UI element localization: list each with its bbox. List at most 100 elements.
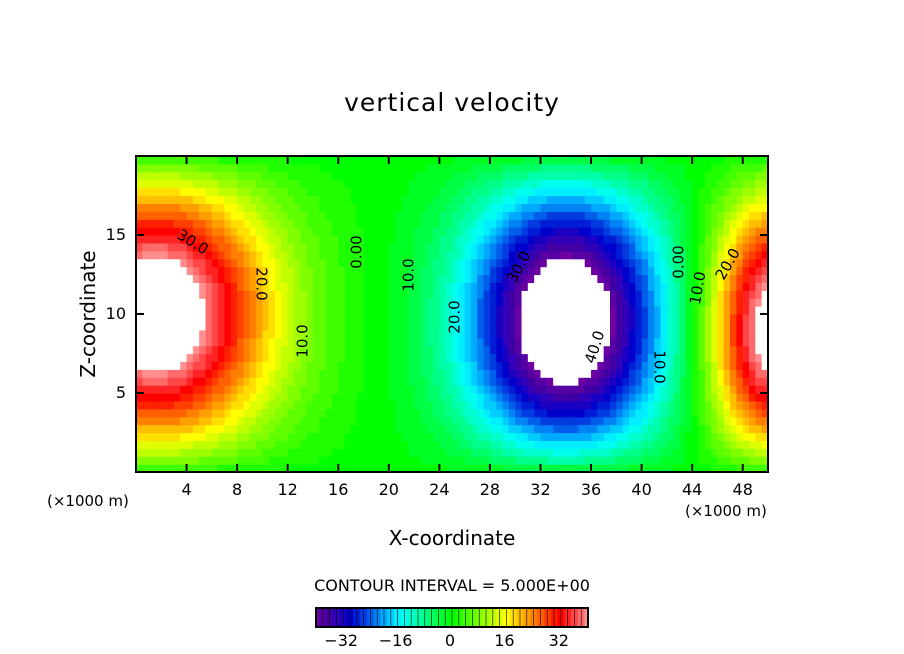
heatmap-cell — [357, 187, 365, 197]
heatmap-cell — [584, 408, 592, 418]
heatmap-cell — [565, 456, 573, 465]
heatmap-cell — [496, 464, 504, 473]
heatmap-cell — [527, 424, 535, 434]
heatmap-cell — [414, 329, 421, 339]
heatmap-cell — [647, 440, 655, 449]
heatmap-cell — [199, 448, 207, 457]
heatmap-cell — [262, 385, 270, 394]
heatmap-cell — [597, 219, 605, 228]
heatmap-cell — [622, 227, 630, 236]
heatmap-cell — [723, 211, 731, 220]
heatmap-cell — [376, 385, 384, 394]
heatmap-cell — [685, 424, 693, 434]
heatmap-cell — [344, 314, 352, 323]
heatmap-cell — [742, 448, 750, 457]
heatmap-cell — [704, 369, 712, 378]
heatmap-cell — [673, 235, 681, 244]
heatmap-cell — [527, 171, 535, 181]
heatmap-cell — [243, 235, 251, 244]
heatmap-cell — [477, 353, 485, 362]
heatmap-cell — [445, 456, 453, 465]
heatmap-cell — [388, 179, 396, 189]
heatmap-cell — [717, 156, 725, 165]
heatmap-cell — [597, 274, 605, 283]
heatmap-cell — [256, 393, 263, 402]
heatmap-cell — [262, 290, 270, 299]
heatmap-cell — [508, 258, 516, 268]
heatmap-cell — [445, 408, 453, 418]
heatmap-cell — [230, 306, 238, 315]
heatmap-cell — [666, 242, 674, 252]
heatmap-cell — [572, 400, 579, 410]
heatmap-cell — [508, 282, 516, 291]
heatmap-cell — [331, 219, 339, 228]
heatmap-cell — [426, 393, 434, 402]
heatmap-cell — [268, 393, 276, 402]
heatmap-cell — [376, 440, 384, 449]
x-axis-label: X-coordinate — [388, 526, 516, 550]
heatmap-cell — [660, 400, 668, 410]
heatmap-cell — [527, 456, 535, 465]
heatmap-cell — [584, 250, 592, 260]
heatmap-cell — [331, 235, 339, 244]
heatmap-cell — [464, 448, 472, 457]
heatmap-cell — [470, 266, 478, 276]
heatmap-cell — [388, 156, 396, 165]
heatmap-cell — [218, 306, 226, 315]
heatmap-cell — [306, 211, 314, 220]
heatmap-cell — [477, 416, 485, 426]
colorbar-tick-label: −32 — [324, 631, 359, 650]
heatmap-cell — [654, 385, 662, 394]
heatmap-cell — [192, 424, 200, 434]
heatmap-cell — [591, 314, 598, 323]
heatmap-cell — [401, 456, 409, 465]
heatmap-cell — [173, 290, 181, 299]
heatmap-cell — [294, 171, 301, 181]
heatmap-cell — [218, 258, 226, 268]
heatmap-cell — [521, 219, 529, 228]
heatmap-cell — [584, 321, 592, 331]
heatmap-cell — [249, 235, 257, 244]
heatmap-cell — [224, 171, 232, 181]
heatmap-cell — [205, 242, 213, 252]
heatmap-cell — [452, 195, 459, 204]
heatmap-cell — [742, 266, 750, 276]
heatmap-cell — [584, 385, 592, 394]
heatmap-cell — [470, 424, 478, 434]
heatmap-cell — [660, 266, 668, 276]
heatmap-cell — [755, 416, 763, 426]
x-tick-label: 36 — [580, 480, 602, 499]
heatmap-cell — [603, 211, 611, 220]
heatmap-cell — [369, 203, 377, 212]
heatmap-cell — [262, 432, 270, 441]
heatmap-cell — [635, 329, 643, 339]
heatmap-cell — [395, 211, 403, 220]
heatmap-cell — [180, 219, 188, 228]
heatmap-cell — [679, 329, 687, 339]
heatmap-cell — [489, 235, 497, 244]
heatmap-cell — [420, 195, 428, 204]
colorbar-segment — [431, 608, 436, 627]
heatmap-cell — [445, 377, 453, 386]
heatmap-cell — [666, 416, 674, 426]
heatmap-cell — [262, 345, 270, 355]
heatmap-cell — [717, 163, 725, 173]
heatmap-cell — [357, 424, 365, 434]
heatmap-cell — [369, 385, 377, 394]
heatmap-cell — [420, 211, 428, 220]
heatmap-cell — [382, 408, 390, 418]
heatmap-cell — [521, 250, 529, 260]
heatmap-cell — [749, 195, 756, 204]
heatmap-cell — [369, 345, 377, 355]
heatmap-cell — [572, 171, 579, 181]
heatmap-cell — [610, 179, 617, 189]
heatmap-cell — [546, 187, 554, 197]
heatmap-cell — [584, 345, 592, 355]
heatmap-cell — [357, 274, 365, 283]
heatmap-cell — [692, 258, 700, 268]
heatmap-cell — [660, 219, 668, 228]
heatmap-cell — [350, 321, 358, 331]
heatmap-cell — [736, 298, 744, 307]
heatmap-cell — [249, 227, 257, 236]
heatmap-cell — [136, 400, 143, 410]
